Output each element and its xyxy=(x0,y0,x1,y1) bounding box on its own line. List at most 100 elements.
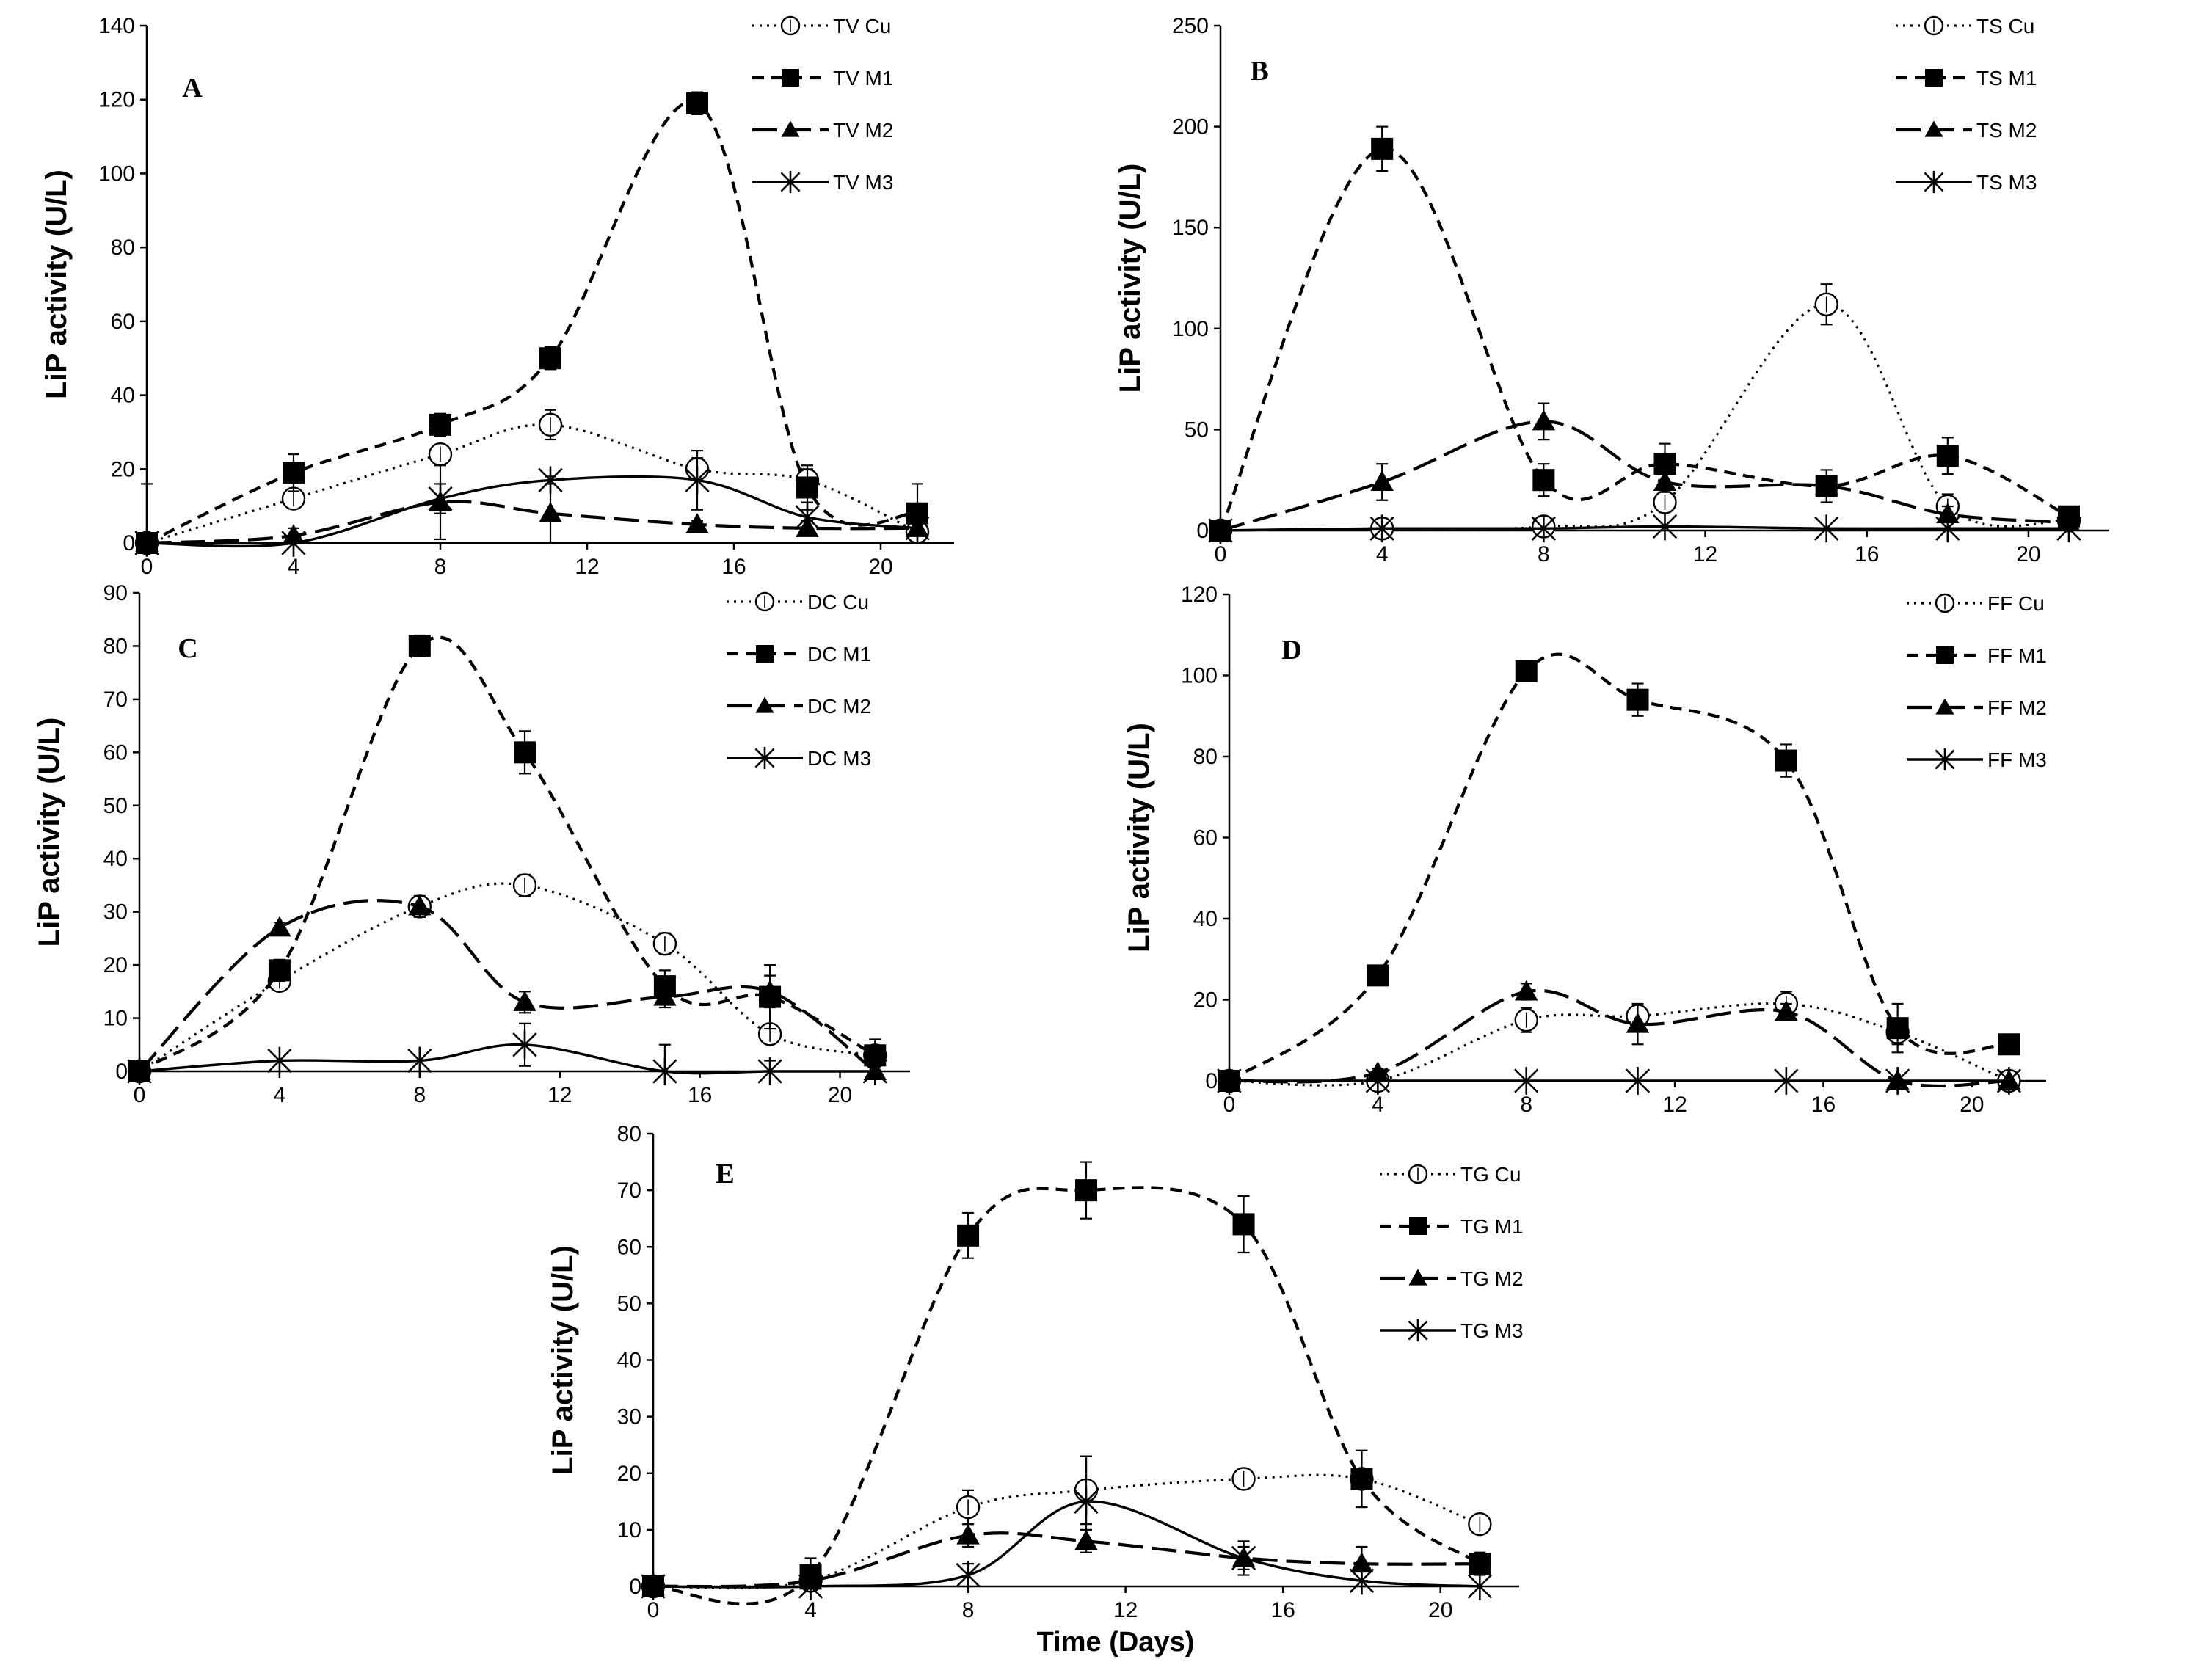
legend-label: TG Cu xyxy=(1460,1163,1521,1186)
data-point xyxy=(1626,688,1649,711)
series-dc-cu xyxy=(127,873,887,1084)
panel-letter: C xyxy=(178,633,197,664)
y-tick-label: 40 xyxy=(617,1349,641,1373)
data-point xyxy=(1365,1067,1391,1095)
data-point xyxy=(1514,1067,1539,1095)
series-line xyxy=(1219,147,2070,531)
data-point xyxy=(1814,514,1839,543)
data-point xyxy=(686,92,708,114)
x-tick-label: 0 xyxy=(1215,542,1227,566)
data-point xyxy=(539,347,561,370)
data-point xyxy=(2056,514,2081,543)
legend-label: DC M2 xyxy=(807,695,871,718)
legend-label: FF Cu xyxy=(1987,592,2045,615)
data-point xyxy=(514,741,536,764)
series-tg-m3 xyxy=(641,1455,1493,1600)
data-point xyxy=(956,1523,980,1545)
panel-letter: D xyxy=(1281,635,1301,666)
legend-label: FF M3 xyxy=(1987,748,2047,771)
y-tick-label: 20 xyxy=(111,457,135,481)
series-ts-m2 xyxy=(1209,402,2081,539)
legend-label: TS M1 xyxy=(1976,67,2037,90)
x-tick-label: 4 xyxy=(274,1083,286,1107)
data-point xyxy=(1370,470,1394,491)
data-point xyxy=(1886,1017,1909,1040)
series-ff-m1 xyxy=(1218,652,2020,1092)
x-tick-label: 0 xyxy=(134,1083,146,1107)
y-tick-label: 20 xyxy=(1193,988,1218,1013)
y-tick-label: 0 xyxy=(123,531,135,555)
data-point xyxy=(1467,1572,1493,1600)
legend-label: FF M2 xyxy=(1987,696,2047,719)
data-point xyxy=(653,985,677,1006)
y-tick-label: 60 xyxy=(1193,826,1218,850)
data-point xyxy=(1625,1067,1651,1095)
data-point xyxy=(652,1057,677,1085)
data-point xyxy=(1075,1179,1097,1202)
legend-marker xyxy=(754,746,775,770)
data-point xyxy=(1232,1213,1255,1236)
legend-marker xyxy=(782,69,799,87)
data-point xyxy=(1074,1487,1099,1516)
data-point xyxy=(1653,470,1677,491)
chart-panel-c: 0 10 20 30 40 50 60 70 80 90 0 4 8 12 16 20 LiP activity… xyxy=(33,581,910,1107)
legend: FF Cu FF M1 FF M2 FF M3 xyxy=(1907,592,2047,771)
data-point xyxy=(538,466,563,495)
legend-label: TS Cu xyxy=(1976,15,2034,37)
legend-marker xyxy=(1925,69,1943,87)
legend-label: DC M3 xyxy=(807,747,871,770)
series-line xyxy=(1220,420,2070,533)
x-tick-label: 0 xyxy=(647,1598,660,1622)
legend-label: TV M3 xyxy=(833,171,893,194)
legend-label: TV M2 xyxy=(833,119,893,142)
data-point xyxy=(283,462,305,484)
x-tick-label: 12 xyxy=(547,1083,572,1107)
data-point xyxy=(1996,1067,2022,1095)
data-point xyxy=(796,476,818,499)
data-point xyxy=(1515,660,1538,682)
legend-marker xyxy=(1935,698,1954,715)
legend-marker xyxy=(755,696,774,713)
data-point xyxy=(757,1057,782,1085)
x-tick-label: 8 xyxy=(434,555,447,579)
x-tick-label: 0 xyxy=(1223,1093,1236,1117)
data-point xyxy=(1371,137,1394,160)
y-tick-label: 100 xyxy=(98,161,135,186)
x-tick-label: 4 xyxy=(288,555,300,579)
series-dc-m2 xyxy=(128,894,887,1080)
y-axis-title: LiP activity (U/L) xyxy=(1123,723,1155,952)
series-tg-m2 xyxy=(641,1523,1492,1595)
x-tick-label: 16 xyxy=(1270,1598,1295,1622)
x-tick-label: 0 xyxy=(141,555,153,579)
y-tick-label: 30 xyxy=(617,1405,641,1429)
x-tick-label: 8 xyxy=(1520,1093,1532,1117)
series-tv-m3 xyxy=(134,450,930,557)
y-tick-label: 0 xyxy=(629,1575,641,1599)
data-point xyxy=(1532,469,1555,492)
data-point xyxy=(1217,1067,1242,1095)
legend: TG Cu TG M1 TG M2 TG M3 xyxy=(1380,1163,1524,1342)
series-ts-m3 xyxy=(1208,512,2081,544)
data-point xyxy=(1369,514,1394,543)
y-tick-label: 40 xyxy=(103,847,128,871)
series-ff-m3 xyxy=(1217,1067,2022,1095)
legend-label: TG M2 xyxy=(1460,1267,1524,1290)
legend-label: TS M2 xyxy=(1976,119,2037,142)
legend-marker xyxy=(1408,1319,1428,1342)
y-axis-title: LiP activity (U/L) xyxy=(1114,164,1146,393)
y-tick-label: 20 xyxy=(617,1462,641,1486)
legend: TS Cu TS M1 TS M2 TS M3 xyxy=(1896,15,2037,194)
data-point xyxy=(1532,409,1556,431)
data-point xyxy=(281,529,306,557)
legend-marker xyxy=(1935,748,1955,771)
x-tick-label: 4 xyxy=(1372,1093,1384,1117)
series-dc-m1 xyxy=(128,634,887,1082)
y-tick-label: 80 xyxy=(111,236,135,260)
data-point xyxy=(1468,1552,1492,1573)
legend-marker xyxy=(780,170,801,194)
series-line xyxy=(652,1531,1480,1589)
x-tick-label: 16 xyxy=(721,555,746,579)
y-tick-label: 90 xyxy=(103,581,128,605)
y-tick-label: 80 xyxy=(1193,745,1218,769)
